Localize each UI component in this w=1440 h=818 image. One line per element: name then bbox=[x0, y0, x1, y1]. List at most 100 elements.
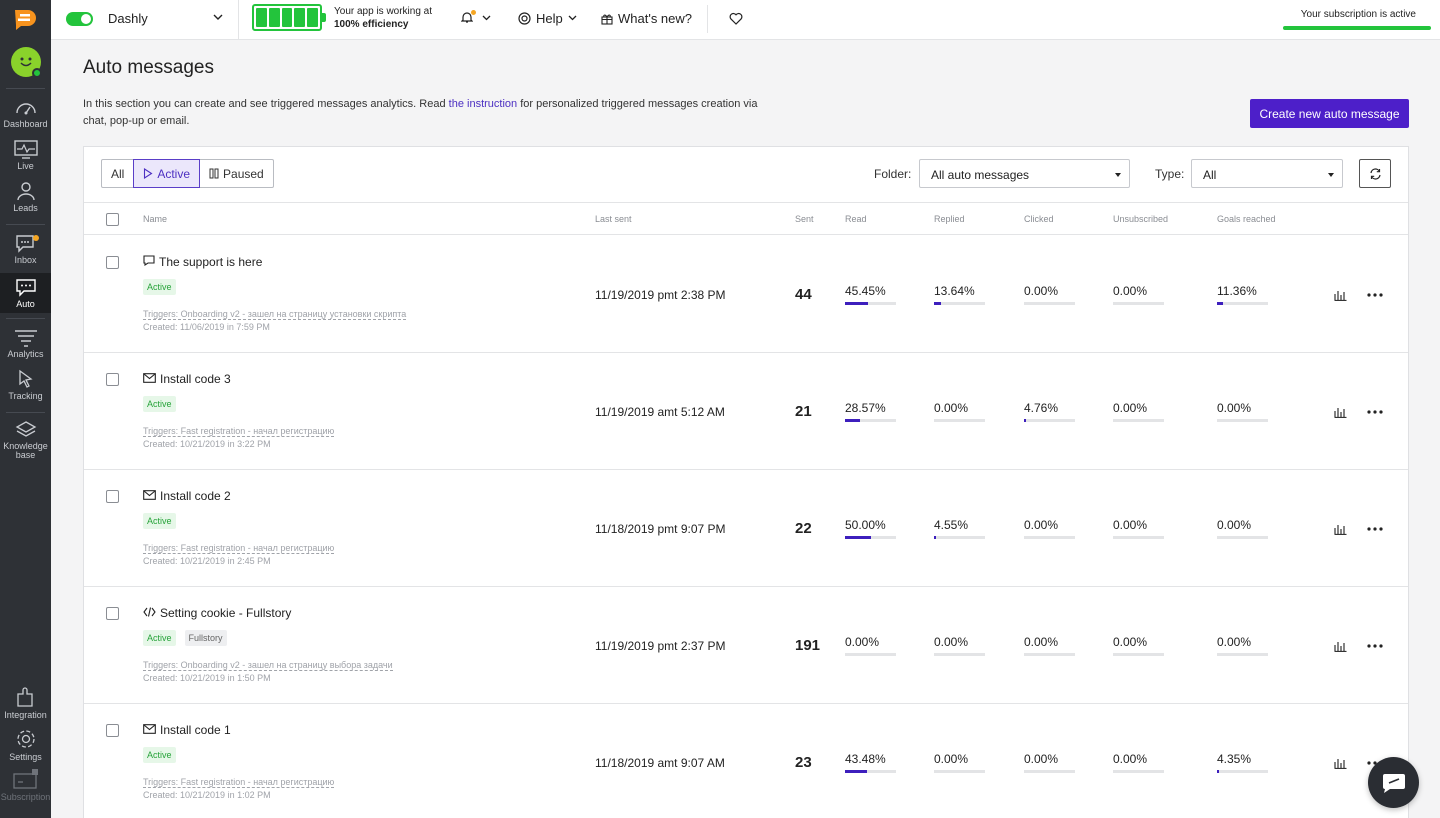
battery-cell bbox=[268, 8, 280, 27]
chevron-down-icon[interactable] bbox=[213, 13, 223, 21]
message-name[interactable]: Install code 3 bbox=[143, 372, 231, 386]
sidebar-item-live[interactable]: Live bbox=[0, 139, 51, 175]
sidebar-item-subscription[interactable]: Subscription bbox=[0, 768, 51, 808]
type-select[interactable]: All bbox=[1191, 159, 1343, 188]
user-avatar[interactable] bbox=[11, 47, 42, 78]
table-row[interactable]: Install code 1 Active Triggers: Fast regis… bbox=[84, 704, 1408, 818]
metric-replied-value: 0.00% bbox=[934, 635, 969, 649]
row-checkbox[interactable] bbox=[106, 256, 119, 269]
filter-active-button[interactable]: Active bbox=[133, 159, 201, 188]
metric-goals: 11.36% bbox=[1217, 284, 1269, 305]
subscription-progress-bar bbox=[1283, 26, 1431, 30]
folder-select[interactable]: All auto messages bbox=[919, 159, 1130, 188]
sidebar-item-analytics[interactable]: Analytics bbox=[0, 327, 51, 363]
created-text: Created: 10/21/2019 in 1:50 PM bbox=[143, 673, 271, 683]
table-row[interactable]: The support is here Active Triggers: Onboa… bbox=[84, 236, 1408, 353]
app-active-toggle[interactable] bbox=[66, 11, 93, 26]
refresh-button[interactable] bbox=[1359, 159, 1391, 188]
sidebar-item-knowledge-base[interactable]: Knowledge base bbox=[0, 420, 51, 464]
lifebuoy-icon bbox=[518, 12, 531, 25]
metric-clicked-bar bbox=[1024, 419, 1075, 422]
row-checkbox[interactable] bbox=[106, 724, 119, 737]
sidebar-item-label: Auto bbox=[16, 299, 35, 309]
app-switcher[interactable]: Dashly bbox=[66, 11, 148, 26]
status-badge: Active bbox=[143, 513, 176, 529]
filter-paused-label: Paused bbox=[223, 166, 264, 181]
table-row[interactable]: Setting cookie - Fullstory Active Fullstor… bbox=[84, 587, 1408, 704]
metric-goals-bar-fill bbox=[1217, 302, 1223, 305]
heart-icon[interactable] bbox=[729, 12, 743, 25]
bar-chart-icon[interactable] bbox=[1334, 289, 1347, 301]
metric-replied-bar bbox=[934, 419, 985, 422]
table-row[interactable]: Install code 3 Active Triggers: Fast regis… bbox=[84, 353, 1408, 470]
more-options-icon[interactable] bbox=[1367, 644, 1383, 648]
more-options-icon[interactable] bbox=[1367, 410, 1383, 414]
sidebar-item-inbox[interactable]: Inbox bbox=[0, 233, 51, 269]
metric-read-bar bbox=[845, 302, 896, 305]
sidebar-item-auto[interactable]: Auto bbox=[0, 273, 51, 313]
metric-clicked-value: 0.00% bbox=[1024, 518, 1059, 532]
message-name[interactable]: Install code 1 bbox=[143, 723, 231, 737]
metric-clicked-bar bbox=[1024, 536, 1075, 539]
row-checkbox[interactable] bbox=[106, 490, 119, 503]
triggers-text[interactable]: Triggers: Onboarding v2 - зашел на стран… bbox=[143, 660, 393, 671]
sidebar-item-settings[interactable]: Settings bbox=[0, 728, 51, 764]
row-checkbox[interactable] bbox=[106, 373, 119, 386]
metric-goals-value: 4.35% bbox=[1217, 752, 1252, 766]
subscription-icon bbox=[12, 769, 38, 789]
create-auto-message-button[interactable]: Create new auto message bbox=[1250, 99, 1409, 128]
bar-chart-icon[interactable] bbox=[1334, 406, 1347, 418]
description-text: In this section you can create and see t… bbox=[83, 98, 449, 110]
metric-goals-value: 11.36% bbox=[1217, 284, 1257, 298]
message-name[interactable]: Setting cookie - Fullstory bbox=[143, 606, 291, 620]
chat-widget-button[interactable] bbox=[1368, 757, 1419, 808]
chevron-down-icon[interactable] bbox=[482, 15, 491, 22]
metric-replied: 0.00% bbox=[934, 752, 986, 773]
help-menu[interactable]: Help bbox=[518, 11, 577, 26]
message-name[interactable]: Install code 2 bbox=[143, 489, 231, 503]
row-checkbox[interactable] bbox=[106, 607, 119, 620]
metric-read-value: 43.48% bbox=[845, 752, 886, 766]
description-text-end: for personalized triggered messages crea… bbox=[83, 98, 758, 127]
sidebar-item-dashboard[interactable]: Dashboard bbox=[0, 97, 51, 133]
triggers-text[interactable]: Triggers: Onboarding v2 - зашел на стран… bbox=[143, 309, 407, 320]
instruction-link[interactable]: the instruction bbox=[448, 98, 518, 110]
play-icon bbox=[144, 168, 153, 179]
type-select-value: All bbox=[1203, 168, 1217, 182]
page-title: Auto messages bbox=[83, 57, 214, 78]
metric-clicked: 4.76% bbox=[1024, 401, 1076, 422]
metric-replied-bar bbox=[934, 770, 985, 773]
select-all-checkbox[interactable] bbox=[106, 213, 119, 226]
status-badge: Active bbox=[143, 396, 176, 412]
message-tags: Active bbox=[143, 396, 176, 412]
filter-all-button[interactable]: All bbox=[101, 159, 135, 188]
filter-all-label: All bbox=[111, 166, 125, 181]
metric-clicked-bar-fill bbox=[1024, 419, 1027, 422]
triggers-text[interactable]: Triggers: Fast registration - начал реги… bbox=[143, 426, 335, 437]
more-options-icon[interactable] bbox=[1367, 527, 1383, 531]
whats-new-link[interactable]: What's new? bbox=[601, 11, 692, 26]
sidebar-item-integration[interactable]: Integration bbox=[0, 686, 51, 722]
more-options-icon[interactable] bbox=[1367, 293, 1383, 297]
table-row[interactable]: Install code 2 Active Triggers: Fast regis… bbox=[84, 470, 1408, 587]
bar-chart-icon[interactable] bbox=[1334, 757, 1347, 769]
notifications-button[interactable] bbox=[460, 10, 476, 27]
sidebar-divider bbox=[6, 318, 45, 319]
message-tags: Active Fullstory bbox=[143, 630, 227, 646]
sidebar-divider bbox=[6, 412, 45, 413]
triggers-text[interactable]: Triggers: Fast registration - начал реги… bbox=[143, 777, 335, 788]
bar-chart-icon[interactable] bbox=[1334, 640, 1347, 652]
metric-clicked: 0.00% bbox=[1024, 284, 1076, 305]
battery-cell bbox=[307, 8, 318, 27]
sidebar-item-leads[interactable]: Leads bbox=[0, 181, 51, 217]
metric-goals-value: 0.00% bbox=[1217, 518, 1252, 532]
sidebar-item-tracking[interactable]: Tracking bbox=[0, 369, 51, 405]
folder-badge: Fullstory bbox=[184, 630, 227, 646]
metric-unsubscribed: 0.00% bbox=[1113, 401, 1165, 422]
message-name[interactable]: The support is here bbox=[143, 255, 262, 269]
triggers-text[interactable]: Triggers: Fast registration - начал реги… bbox=[143, 543, 335, 554]
metric-clicked: 0.00% bbox=[1024, 518, 1076, 539]
bar-chart-icon[interactable] bbox=[1334, 523, 1347, 535]
filter-paused-button[interactable]: Paused bbox=[199, 159, 274, 188]
dashly-logo[interactable] bbox=[0, 0, 51, 40]
